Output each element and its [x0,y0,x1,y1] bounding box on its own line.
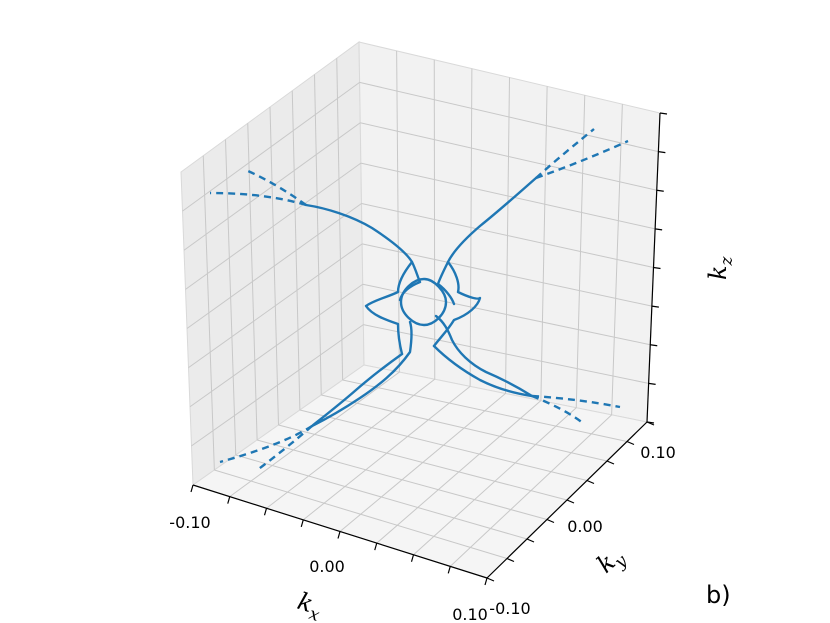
z-tick-mark-3 [651,305,659,308]
curve-lower-left-lobe [310,320,413,428]
grid-line-left-z-5 [185,162,362,290]
curve-tail-upper-left-a [209,191,307,207]
data-curves [209,128,629,472]
curve-tail-lower-left-b [255,425,313,472]
panel-label: b) [706,581,731,609]
x-tick-mark-0 [190,484,194,493]
grid-line-floor-y-5 [299,409,588,481]
y-axis-label: ky [591,541,631,582]
y-tick-mark-0 [486,577,495,582]
x-tick-mark-5 [374,542,378,551]
grid-line-right-z-6 [360,122,657,191]
z-axis-label-sub: z [717,255,737,266]
x-tick-mark-1 [227,496,231,504]
z-tick-mark-8 [659,112,668,115]
x-tick-label-1: 0.00 [309,557,345,576]
z-tick-mark-7 [658,151,666,154]
y-tick-label-2: -0.10 [489,599,530,618]
y-tick-mark-2 [526,538,535,543]
curve-upper-right-lobe [432,176,538,348]
curve-tail-upper-left-b [247,169,307,206]
x-tick-mark-7 [447,566,451,574]
grid-line-left-y-5 [291,90,301,411]
y-tick-mark-8 [646,421,655,426]
z-axis-label-main: k [704,265,732,280]
y-tick-mark-6 [606,460,615,465]
tick-marks [190,112,668,586]
grid-line-left-z-4 [186,203,362,329]
x-axis-label: kx [293,587,327,623]
z-tick-mark-5 [655,228,663,231]
x-tick-label-0: -0.10 [169,513,210,532]
grid-line-left-y-7 [336,58,344,381]
grid-line-floor-x-5 [376,400,542,544]
z-axis-label: kz [704,255,737,280]
y-tick-mark-5 [586,479,595,485]
curve-tail-lower-right-b [531,394,585,425]
grid-line-floor-x-7 [449,414,612,567]
y-tick-mark-3 [546,518,555,524]
curve-inner-right [436,260,456,306]
grid-line-right-z-4 [361,203,654,268]
grid-line-right-z-5 [360,162,656,230]
curve-upper-left-lobe [304,203,414,356]
grid-line-left-z-7 [182,81,360,212]
grid-line-floor-x-6 [413,407,577,556]
curve-tail-upper-right-b [535,139,629,180]
x-tick-mark-6 [410,554,415,562]
x-tick-mark-4 [337,531,341,539]
grid-line-right-x-7 [611,104,623,415]
curve-central-loop [399,277,448,327]
y-tick-mark-7 [626,440,635,446]
y-tick-mark-1 [506,557,515,563]
z-tick-mark-4 [653,266,661,270]
x-tick-mark-2 [263,508,268,516]
z-tick-mark-2 [650,344,658,347]
x-tick-label-2: 0.10 [452,605,488,623]
curve-tail-lower-left-a [219,424,313,464]
grid-line-floor-x-4 [339,393,506,532]
grid-line-right-x-5 [540,86,548,401]
curve-tail-upper-right-a [535,128,595,179]
x-tick-mark-8 [484,577,488,586]
grid-line-left-z-6 [183,122,361,251]
grid-line-floor-y-7 [342,379,628,442]
y-tick-label-1: 0.00 [567,517,603,536]
z-tick-mark-6 [656,189,664,192]
grid-line-floor-y-6 [321,394,608,462]
grid [182,50,659,567]
curve-lower-right-lobe [432,314,534,398]
grid-line-right-z-7 [359,81,659,153]
y-tick-label-0: 0.10 [640,443,676,462]
x-tick-mark-3 [300,519,304,528]
grid-line-right-x-6 [575,95,586,408]
grid-line-left-y-6 [314,74,322,396]
z-tick-mark-1 [648,382,656,385]
y-tick-mark-4 [566,499,575,504]
